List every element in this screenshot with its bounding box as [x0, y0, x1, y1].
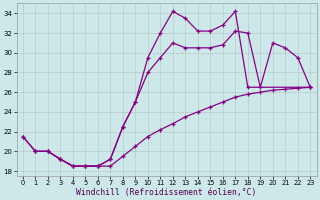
X-axis label: Windchill (Refroidissement éolien,°C): Windchill (Refroidissement éolien,°C)	[76, 188, 257, 197]
